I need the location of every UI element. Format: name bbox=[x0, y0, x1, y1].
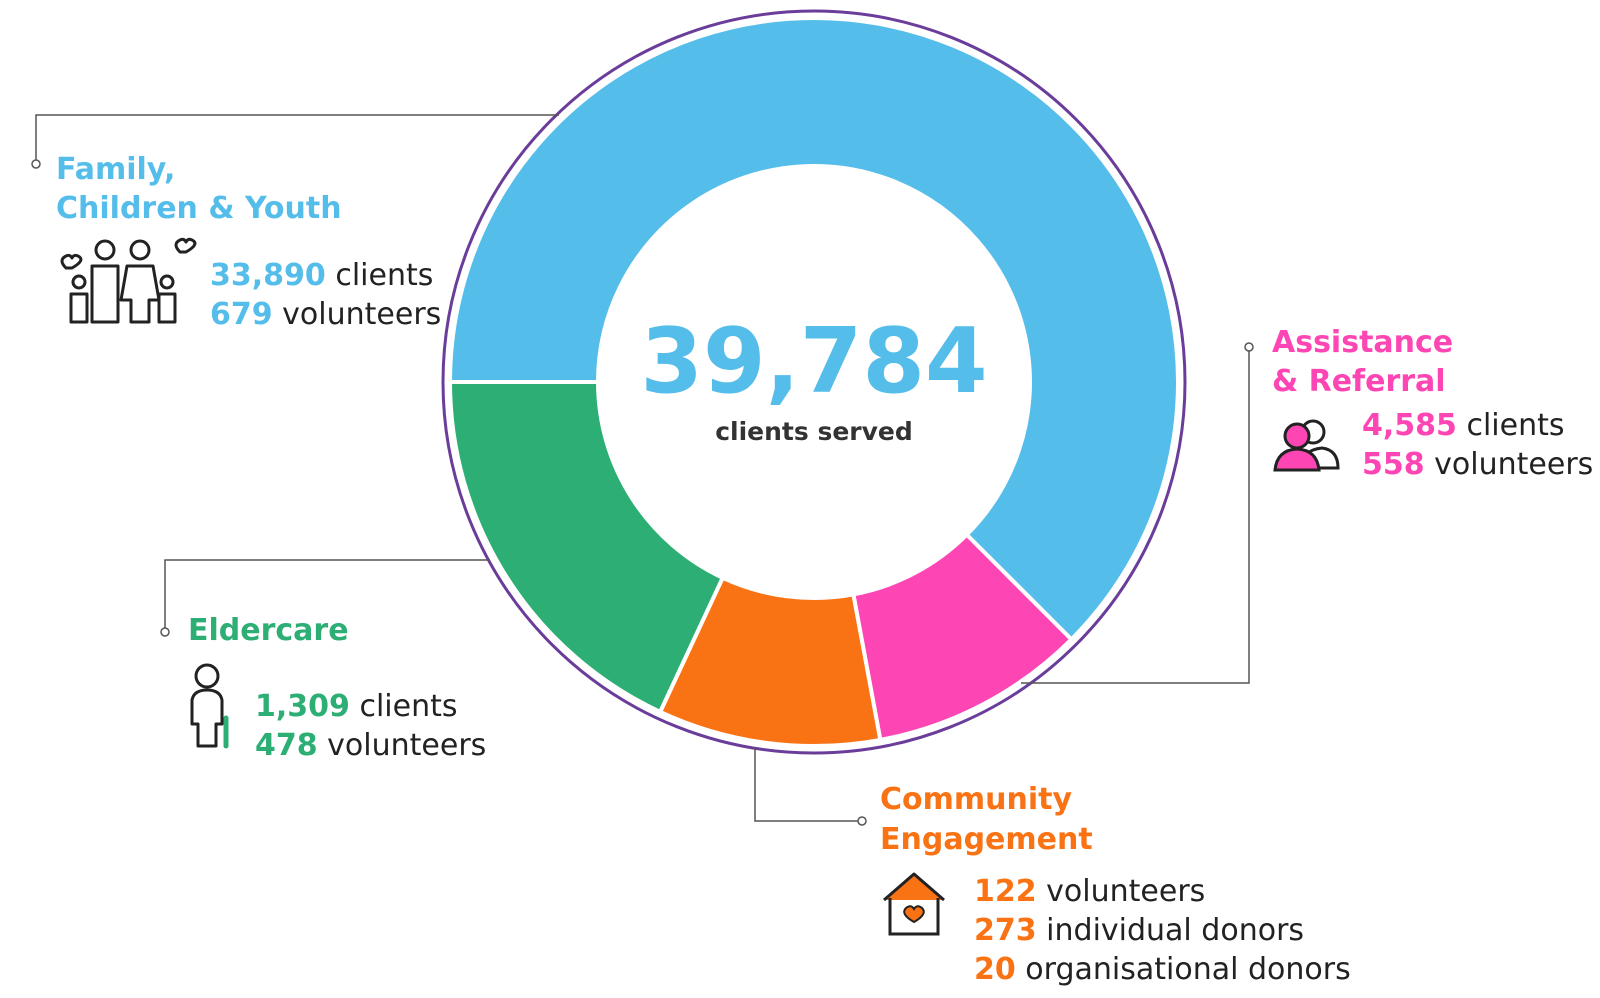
stat-value: 1,309 bbox=[255, 689, 350, 724]
stat: 478 volunteers bbox=[255, 728, 486, 763]
section-title: Assistance bbox=[1272, 325, 1453, 360]
section-title: & Referral bbox=[1272, 364, 1446, 399]
donut-segment bbox=[447, 380, 726, 715]
leader-line bbox=[164, 559, 490, 632]
stat-value: 4,585 bbox=[1362, 408, 1457, 443]
stat: 4,585 clients bbox=[1362, 408, 1564, 443]
stat-value: 33,890 bbox=[210, 258, 326, 293]
section-title: Community bbox=[880, 782, 1072, 817]
stat: 558 volunteers bbox=[1362, 447, 1593, 482]
leader-dot bbox=[160, 627, 170, 637]
stat-value: 122 bbox=[974, 874, 1037, 909]
stat-label: clients bbox=[335, 258, 433, 293]
stat-label: clients bbox=[359, 689, 457, 724]
stat: 273 individual donors bbox=[974, 913, 1304, 948]
stat-value: 558 bbox=[1362, 447, 1425, 482]
stat-label: volunteers bbox=[1046, 874, 1205, 909]
stat-label: organisational donors bbox=[1025, 952, 1350, 987]
stat-label: volunteers bbox=[327, 728, 486, 763]
stat-value: 20 bbox=[974, 952, 1016, 987]
leader-dot bbox=[31, 159, 41, 169]
section-title: Eldercare bbox=[188, 613, 349, 648]
stat-label: volunteers bbox=[282, 297, 441, 332]
stat-label: clients bbox=[1466, 408, 1564, 443]
community-icon bbox=[883, 872, 945, 936]
stat-value: 679 bbox=[210, 297, 273, 332]
stat-label: individual donors bbox=[1046, 913, 1304, 948]
stat: 122 volunteers bbox=[974, 874, 1205, 909]
stat: 679 volunteers bbox=[210, 297, 441, 332]
stat-value: 478 bbox=[255, 728, 318, 763]
stat: 1,309 clients bbox=[255, 689, 457, 724]
donut-segment bbox=[447, 16, 1180, 643]
section-title: Family, bbox=[56, 152, 175, 187]
center-number: 39,784 bbox=[640, 309, 987, 414]
donut bbox=[447, 16, 1180, 748]
elder-icon bbox=[190, 663, 229, 749]
center-label: clients served bbox=[715, 417, 913, 446]
assistance-icon bbox=[1273, 419, 1340, 472]
leader-line bbox=[754, 747, 862, 822]
leader-dot bbox=[857, 816, 867, 826]
leader-line bbox=[1021, 347, 1250, 684]
leader-dot bbox=[1244, 342, 1254, 352]
stat: 33,890 clients bbox=[210, 258, 433, 293]
family-icon bbox=[60, 237, 197, 324]
donut-ring bbox=[441, 9, 1187, 755]
section-title: Children & Youth bbox=[56, 191, 342, 226]
stat-label: volunteers bbox=[1434, 447, 1593, 482]
stat-value: 273 bbox=[974, 913, 1037, 948]
section-title: Engagement bbox=[880, 822, 1093, 857]
stat: 20 organisational donors bbox=[974, 952, 1351, 987]
leader-line bbox=[35, 114, 559, 164]
